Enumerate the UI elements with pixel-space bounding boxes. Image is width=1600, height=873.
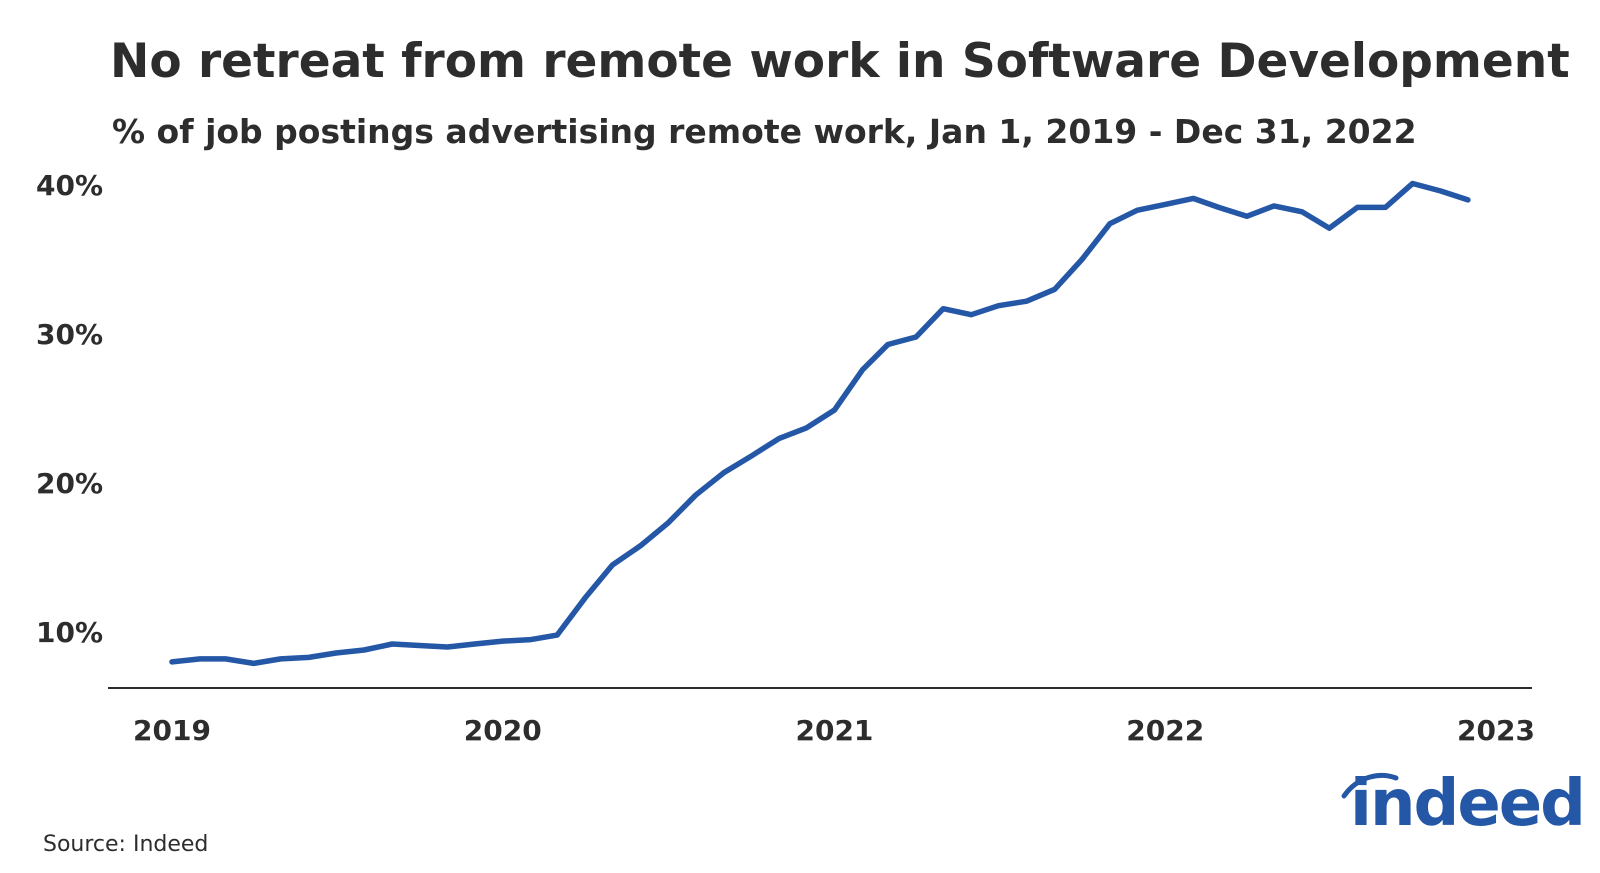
logo-arc-icon [1341, 772, 1399, 799]
source-note: Source: Indeed [43, 832, 209, 857]
y-axis-labels: 10% 20% 30% 40% [36, 169, 103, 649]
y-tick-label: 20% [36, 467, 103, 500]
series-line [169, 180, 1471, 667]
x-tick-label: 2020 [464, 714, 542, 747]
x-tick-label: 2021 [795, 714, 873, 747]
chart-subtitle: % of job postings advertising remote wor… [112, 112, 1417, 151]
series-group [169, 180, 1471, 667]
indeed-logo: indeed [1330, 770, 1586, 850]
y-tick-label: 30% [36, 318, 103, 351]
x-tick-label: 2023 [1457, 714, 1535, 747]
x-tick-label: 2022 [1126, 714, 1204, 747]
y-tick-label: 10% [36, 616, 103, 649]
x-tick-label: 2019 [133, 714, 211, 747]
logo-text: indeed [1350, 767, 1586, 841]
y-tick-label: 40% [36, 169, 103, 202]
x-axis-labels: 2019 2020 2021 2022 2023 [133, 714, 1535, 747]
chart-title: No retreat from remote work in Software … [110, 34, 1570, 89]
